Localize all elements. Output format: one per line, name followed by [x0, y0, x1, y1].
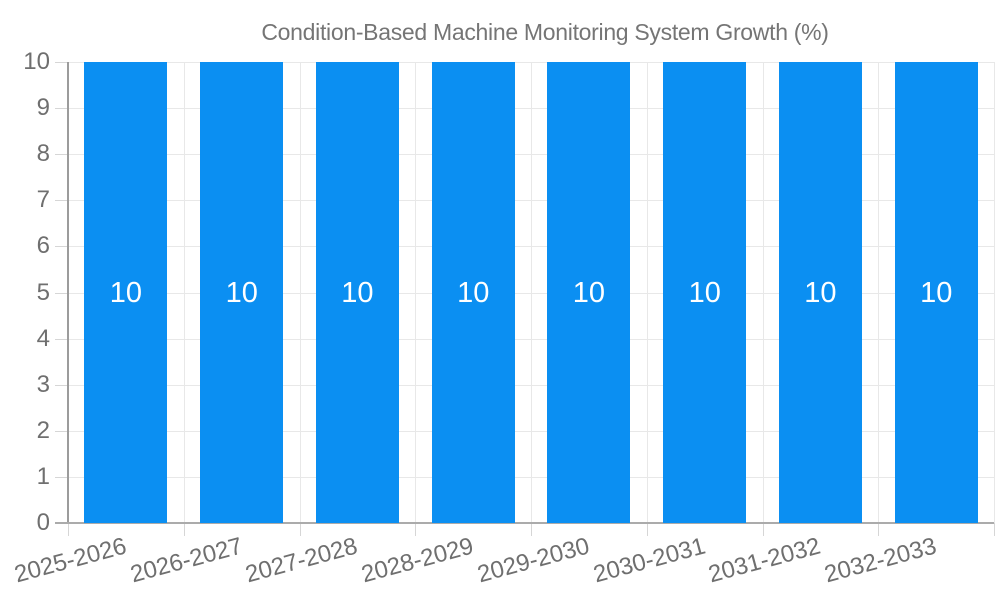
- bar-value-label: 10: [109, 277, 143, 309]
- y-axis-tick-label: 5: [36, 279, 50, 306]
- x-tick-mark: [68, 523, 69, 536]
- bar[interactable]: [315, 62, 399, 523]
- x-tick-mark: [300, 523, 301, 536]
- bar[interactable]: [547, 62, 631, 523]
- y-tick-mark: [55, 293, 68, 294]
- bar-value-label: 10: [572, 277, 606, 309]
- y-axis-tick-label: 7: [36, 186, 50, 213]
- y-tick-mark: [55, 62, 68, 63]
- y-tick-mark: [55, 431, 68, 432]
- x-gridline: [763, 62, 764, 523]
- y-axis-tick-label: 2: [36, 417, 50, 444]
- y-axis-tick-label: 8: [36, 140, 50, 167]
- y-axis-tick-label: 1: [36, 463, 50, 490]
- bar[interactable]: [778, 62, 862, 523]
- y-axis-tick-label: 4: [36, 325, 50, 352]
- x-gridline: [878, 62, 879, 523]
- x-gridline: [184, 62, 185, 523]
- y-tick-mark: [55, 108, 68, 109]
- x-tick-mark: [184, 523, 185, 536]
- y-tick-mark: [55, 246, 68, 247]
- x-axis-line: [55, 522, 994, 524]
- y-axis-tick-label: 0: [36, 509, 50, 536]
- x-tick-mark: [531, 523, 532, 536]
- x-tick-mark: [878, 523, 879, 536]
- bar[interactable]: [84, 62, 168, 523]
- x-tick-mark: [647, 523, 648, 536]
- legend[interactable]: Condition-Based Machine Monitoring Syste…: [0, 18, 1000, 46]
- bar-value-label: 10: [225, 277, 258, 309]
- y-axis-line: [67, 62, 69, 523]
- x-gridline: [531, 62, 532, 523]
- bar-value-label: 10: [457, 277, 490, 309]
- y-axis-tick-label: 9: [36, 94, 50, 121]
- y-axis-tick-label: 6: [36, 232, 50, 259]
- bar[interactable]: [663, 62, 747, 523]
- x-gridline: [300, 62, 301, 523]
- x-gridline: [994, 62, 995, 523]
- y-axis-tick-label: 3: [36, 371, 50, 398]
- bar[interactable]: [200, 62, 284, 523]
- bar-value-label: 10: [688, 277, 721, 309]
- x-gridline: [647, 62, 648, 523]
- y-tick-mark: [55, 385, 68, 386]
- y-tick-mark: [55, 200, 68, 201]
- y-tick-mark: [55, 154, 68, 155]
- bar[interactable]: [431, 62, 515, 523]
- x-tick-mark: [763, 523, 764, 536]
- x-gridline: [415, 62, 416, 523]
- bar[interactable]: [894, 62, 978, 523]
- x-tick-mark: [415, 523, 416, 536]
- legend-label: Condition-Based Machine Monitoring Syste…: [261, 18, 829, 45]
- x-tick-mark: [994, 523, 995, 536]
- y-tick-mark: [55, 477, 68, 478]
- bar-value-label: 10: [920, 277, 953, 309]
- bar-value-label: 10: [804, 277, 837, 309]
- bar-value-label: 10: [341, 277, 374, 309]
- y-axis-tick-label: 10: [23, 48, 50, 75]
- y-tick-mark: [55, 339, 68, 340]
